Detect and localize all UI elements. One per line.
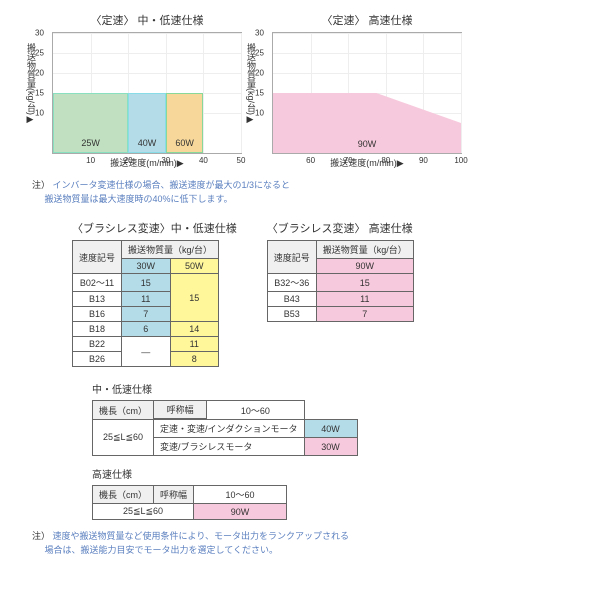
bt1-len-range: 25≦L≦60 — [93, 420, 154, 456]
chart-left-area: 搬送物質量(kg/台)▶ 1015202530102030405025W40W6… — [52, 32, 242, 154]
br-head-speed: 速度記号 — [267, 241, 316, 274]
chart-left-xlabel: 搬送速度(m/min)▶ — [52, 156, 242, 169]
chart-right-xlabel: 搬送速度(m/min)▶ — [272, 156, 462, 169]
bt1-row2-label: 変速/ブラシレスモータ — [154, 438, 305, 456]
bottom-table-2: 機長（cm） 呼称幅 10～60 25≦L≦60 90W — [92, 485, 287, 520]
note-1-line2: 搬送物質量は最大速度時の40%に低下します。 — [45, 194, 233, 204]
br-code: B32～36 — [267, 274, 316, 292]
bl-head-speed: 速度記号 — [73, 241, 122, 274]
brushless-left-title: 〈ブラシレス変速〉中・低速仕様 — [72, 220, 237, 236]
bl-50w: 14 — [170, 322, 219, 337]
brushless-left-table: 速度記号 搬送物質量（kg/台） 30W 50W B02～11 15 15 B1… — [72, 240, 219, 367]
bt1-head-width: 呼称幅 — [154, 401, 207, 419]
bl-head-mass: 搬送物質量（kg/台） — [122, 241, 219, 259]
bt1-width-range: 10～60 — [207, 401, 304, 420]
bl-col-50w: 50W — [170, 259, 219, 274]
bt1-head-len: 機長（cm） — [93, 401, 154, 420]
brushless-right-title: 〈ブラシレス変速〉 高速仕様 — [267, 220, 414, 236]
note-1-line1: インバータ変速仕様の場合、搬送速度が最大の1/3になると — [53, 180, 291, 190]
bt2-width-range: 10～60 — [194, 486, 287, 504]
bl-30w-dash: ― — [122, 337, 171, 367]
bl-50w: 15 — [170, 274, 219, 322]
bt1-row1-val: 40W — [304, 420, 357, 438]
chart-right: 〈定速〉 高速仕様 搬送物質量(kg/台)▶ 10152025306070809… — [272, 12, 462, 169]
bl-code: B13 — [73, 292, 122, 307]
bl-50w: 11 — [170, 337, 219, 352]
bl-30w: 11 — [122, 292, 171, 307]
bl-50w: 8 — [170, 352, 219, 367]
br-code: B43 — [267, 292, 316, 307]
note-2-line1: 速度や搬送物質量など使用条件により、モータ出力をランクアップされる — [53, 531, 349, 541]
bl-code: B18 — [73, 322, 122, 337]
bl-col-30w: 30W — [122, 259, 171, 274]
bt1-row1-label: 定速・変速/インダクションモータ — [154, 420, 305, 438]
bt2-head-width: 呼称幅 — [154, 486, 194, 504]
chart-right-area: 搬送物質量(kg/台)▶ 10152025306070809010090W — [272, 32, 462, 154]
bottom-section-1: 中・低速仕様 機長（cm） 呼称幅 10～60 25≦L≦60 定速・変速/イン… — [92, 381, 588, 456]
bottom-section-1-title: 中・低速仕様 — [92, 381, 588, 396]
chart-right-title: 〈定速〉 高速仕様 — [272, 12, 462, 28]
br-head-mass: 搬送物質量（kg/台） — [316, 241, 413, 259]
bottom-tables: 中・低速仕様 機長（cm） 呼称幅 10～60 25≦L≦60 定速・変速/イン… — [92, 381, 588, 520]
note-2: 注） 速度や搬送物質量など使用条件により、モータ出力をランクアップされる 場合は… — [32, 530, 588, 557]
brushless-row: 〈ブラシレス変速〉中・低速仕様 速度記号 搬送物質量（kg/台） 30W 50W… — [72, 220, 588, 367]
bl-30w: 6 — [122, 322, 171, 337]
br-val: 7 — [316, 307, 413, 322]
chart-left: 〈定速〉 中・低速仕様 搬送物質量(kg/台)▶ 101520253010203… — [52, 12, 242, 169]
bl-30w: 15 — [122, 274, 171, 292]
bl-code: B26 — [73, 352, 122, 367]
bl-code: B22 — [73, 337, 122, 352]
br-val: 11 — [316, 292, 413, 307]
charts-row: 〈定速〉 中・低速仕様 搬送物質量(kg/台)▶ 101520253010203… — [52, 12, 588, 169]
note-2-line2: 場合は、搬送能力目安でモータ出力を選定してください。 — [45, 545, 278, 555]
chart-left-title: 〈定速〉 中・低速仕様 — [52, 12, 242, 28]
brushless-right-table: 速度記号 搬送物質量（kg/台） 90W B32～36 15 B43 11 B5… — [267, 240, 414, 322]
bt2-len-range: 25≦L≦60 — [93, 504, 194, 520]
bottom-section-2: 高速仕様 機長（cm） 呼称幅 10～60 25≦L≦60 90W — [92, 466, 588, 520]
bl-code: B16 — [73, 307, 122, 322]
note-1: 注） インバータ変速仕様の場合、搬送速度が最大の1/3になると 搬送物質量は最大… — [32, 179, 588, 206]
note-1-prefix: 注） — [32, 180, 50, 190]
br-val: 15 — [316, 274, 413, 292]
bt2-val: 90W — [194, 504, 287, 520]
bl-30w: 7 — [122, 307, 171, 322]
bt2-head-len: 機長（cm） — [93, 486, 154, 504]
br-code: B53 — [267, 307, 316, 322]
bottom-table-1: 機長（cm） 呼称幅 10～60 25≦L≦60 定速・変速/インダクションモー… — [92, 400, 358, 456]
brushless-right: 〈ブラシレス変速〉 高速仕様 速度記号 搬送物質量（kg/台） 90W B32～… — [267, 220, 414, 367]
note-2-prefix: 注） — [32, 531, 50, 541]
bottom-section-2-title: 高速仕様 — [92, 466, 588, 481]
br-col-90w: 90W — [316, 259, 413, 274]
bl-code: B02～11 — [73, 274, 122, 292]
bt1-row2-val: 30W — [304, 438, 357, 456]
brushless-left: 〈ブラシレス変速〉中・低速仕様 速度記号 搬送物質量（kg/台） 30W 50W… — [72, 220, 237, 367]
